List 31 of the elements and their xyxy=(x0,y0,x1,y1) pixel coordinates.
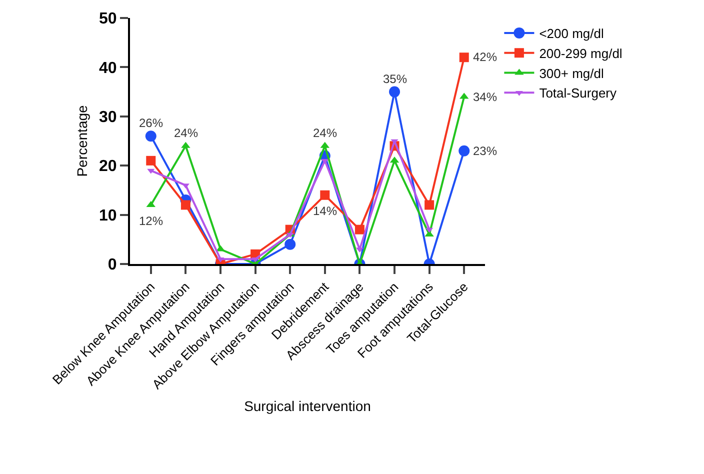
legend-label: Total-Surgery xyxy=(539,86,618,101)
y-tick-label: 50 xyxy=(99,10,117,28)
annotation: 42% xyxy=(473,50,498,64)
point xyxy=(145,130,156,142)
y-tick-label: 0 xyxy=(108,256,117,274)
legend-label: 200-299 mg/dl xyxy=(539,46,622,61)
annotation: 24% xyxy=(174,126,198,140)
x-axis-title: Surgical intervention xyxy=(244,398,371,414)
annotation: 23% xyxy=(473,144,498,158)
annotation: 26% xyxy=(139,116,164,130)
point xyxy=(424,200,434,210)
annotation: 12% xyxy=(139,214,164,228)
point xyxy=(354,224,364,234)
y-tick-label: 30 xyxy=(99,109,117,126)
annotation: 14% xyxy=(313,204,338,218)
y-tick-label: 40 xyxy=(99,60,117,77)
point xyxy=(389,86,400,98)
point xyxy=(284,238,296,250)
legend-label: <200 mg/dl xyxy=(539,26,604,42)
point xyxy=(146,156,156,166)
legend-label: 300+ mg/dl xyxy=(539,66,604,81)
y-tick-label: 20 xyxy=(99,158,117,176)
point xyxy=(458,145,470,156)
point xyxy=(459,52,469,62)
y-axis-title: Percentage xyxy=(74,104,90,177)
annotation: 34% xyxy=(473,90,498,104)
point xyxy=(180,200,190,210)
annotation: 35% xyxy=(383,72,408,86)
annotation: 24% xyxy=(313,126,338,140)
y-tick-label: 10 xyxy=(99,207,117,224)
point xyxy=(320,190,330,200)
